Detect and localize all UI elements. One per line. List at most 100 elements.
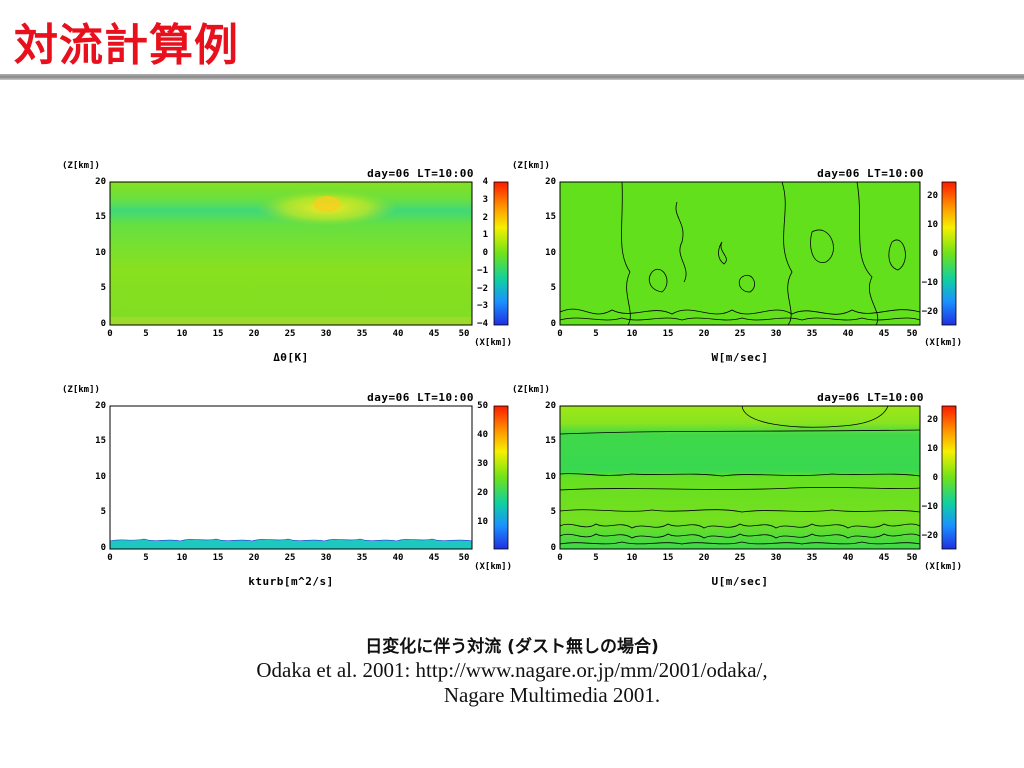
u-y-axis-title: (Z[km]) — [512, 385, 550, 395]
kturb-x-tick: 10 — [176, 553, 188, 563]
w-colorbar-tick: −20 — [921, 307, 938, 317]
theta-x-tick: 45 — [428, 329, 440, 339]
u-field — [560, 406, 920, 549]
kturb-x-tick: 30 — [320, 553, 332, 563]
kturb-y-tick: 5 — [100, 507, 106, 517]
panel-u: (Z[km]) day=06 LT=10:00 (X[km]) U[m/sec]… — [512, 385, 962, 606]
kturb-y-axis-title: (Z[km]) — [62, 385, 100, 395]
w-variable-label: W[m/sec] — [711, 351, 769, 364]
caption-reference-line2: Nagare Multimedia 2001. — [443, 683, 661, 707]
w-x-tick: 45 — [878, 329, 890, 339]
w-date-label: day=06 LT=10:00 — [817, 167, 924, 180]
kturb-colorbar-tick: 50 — [477, 401, 488, 411]
kturb-x-tick: 15 — [212, 553, 224, 563]
kturb-x-tick: 20 — [248, 553, 260, 563]
kturb-x-tick: 25 — [284, 553, 296, 563]
w-x-tick: 15 — [662, 329, 674, 339]
kturb-x-tick: 5 — [143, 553, 149, 563]
w-y-tick: 10 — [545, 248, 556, 258]
theta-x-tick: 5 — [143, 329, 149, 339]
theta-x-tick: 35 — [356, 329, 368, 339]
u-contours — [559, 405, 921, 545]
u-x-tick: 30 — [770, 553, 782, 563]
theta-x-tick: 30 — [320, 329, 332, 339]
u-plot — [559, 405, 957, 550]
kturb-date-label: day=06 LT=10:00 — [367, 391, 474, 404]
theta-x-unit: (X[km]) — [474, 338, 512, 348]
theta-warm-core — [313, 196, 341, 212]
w-colorbar-tick: −10 — [921, 278, 938, 288]
kturb-x-unit: (X[km]) — [474, 562, 512, 572]
u-x-tick: 20 — [698, 553, 710, 563]
w-x-unit: (X[km]) — [924, 338, 962, 348]
caption-reference-line1: Odaka et al. 2001: http://www.nagare.or.… — [256, 658, 768, 682]
panel-w: (Z[km]) day=06 LT=10:00 (X[km]) W[m/sec]… — [512, 161, 962, 382]
theta-variable-label: Δθ[K] — [273, 351, 309, 364]
u-y-tick: 20 — [545, 401, 556, 411]
u-x-tick: 50 — [906, 553, 918, 563]
w-colorbar — [941, 181, 957, 326]
theta-colorbar-tick: −3 — [477, 301, 488, 311]
theta-colorbar-tick: −2 — [477, 284, 488, 294]
theta-y-tick: 0 — [100, 319, 106, 329]
theta-date-label: day=06 LT=10:00 — [367, 167, 474, 180]
u-x-tick: 5 — [593, 553, 599, 563]
kturb-colorbar-tick: 20 — [477, 488, 488, 498]
w-x-tick: 40 — [842, 329, 854, 339]
theta-colorbar-tick: 3 — [482, 195, 488, 205]
w-y-tick: 15 — [545, 212, 556, 222]
theta-y-tick: 15 — [95, 212, 106, 222]
u-colorbar-tick: 20 — [927, 415, 938, 425]
w-y-tick: 20 — [545, 177, 556, 187]
u-colorbar — [941, 405, 957, 550]
w-y-tick: 5 — [550, 283, 556, 293]
w-field — [560, 182, 920, 325]
u-y-tick: 10 — [545, 472, 556, 482]
u-x-tick: 0 — [557, 553, 563, 563]
kturb-variable-label: kturb[m^2/s] — [248, 575, 334, 588]
u-x-unit: (X[km]) — [924, 562, 962, 572]
theta-x-tick: 0 — [107, 329, 113, 339]
kturb-colorbar — [493, 405, 509, 550]
theta-x-tick: 10 — [176, 329, 188, 339]
u-variable-label: U[m/sec] — [711, 575, 769, 588]
theta-x-tick: 15 — [212, 329, 224, 339]
theta-boundary-layer — [110, 317, 472, 325]
theta-colorbar — [493, 181, 509, 326]
kturb-x-tick: 0 — [107, 553, 113, 563]
w-x-tick: 0 — [557, 329, 563, 339]
w-colorbar-tick: 20 — [927, 191, 938, 201]
theta-y-tick: 10 — [95, 248, 106, 258]
u-x-tick: 25 — [734, 553, 746, 563]
w-x-tick: 35 — [806, 329, 818, 339]
kturb-colorbar-tick: 10 — [477, 517, 488, 527]
slide-title: 対流計算例 — [14, 20, 239, 71]
panel-kturb: (Z[km]) day=06 LT=10:00 (X[km]) kturb[m^… — [62, 385, 512, 606]
w-colorbar-tick: 0 — [932, 249, 938, 259]
w-y-axis-title: (Z[km]) — [512, 161, 550, 171]
u-y-tick: 0 — [550, 543, 556, 553]
w-x-tick: 30 — [770, 329, 782, 339]
kturb-boundary-layer — [109, 538, 473, 550]
kturb-y-tick: 10 — [95, 472, 106, 482]
u-date-label: day=06 LT=10:00 — [817, 391, 924, 404]
u-x-tick: 35 — [806, 553, 818, 563]
u-y-tick: 15 — [545, 436, 556, 446]
w-x-tick: 5 — [593, 329, 599, 339]
kturb-x-tick: 50 — [458, 553, 470, 563]
caption: 日変化に伴う対流 (ダスト無しの場合) Odaka et al. 2001: h… — [0, 636, 1024, 708]
theta-colorbar-tick: −1 — [477, 266, 488, 276]
theta-frame — [109, 181, 473, 326]
theta-x-tick: 40 — [392, 329, 404, 339]
w-x-tick: 25 — [734, 329, 746, 339]
u-colorbar-tick: −10 — [921, 502, 938, 512]
caption-japanese: 日変化に伴う対流 (ダスト無しの場合) — [365, 637, 659, 657]
kturb-y-tick: 20 — [95, 401, 106, 411]
theta-plot — [109, 181, 509, 326]
theta-x-tick: 20 — [248, 329, 260, 339]
u-x-tick: 10 — [626, 553, 638, 563]
kturb-frame — [109, 405, 473, 550]
theta-y-axis-title: (Z[km]) — [62, 161, 100, 171]
kturb-y-tick: 15 — [95, 436, 106, 446]
u-colorbar-tick: 10 — [927, 444, 938, 454]
